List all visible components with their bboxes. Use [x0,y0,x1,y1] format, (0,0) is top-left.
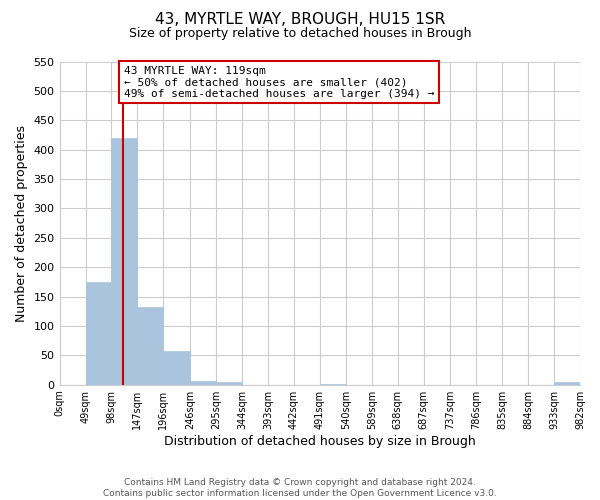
Bar [216,382,242,384]
Text: Size of property relative to detached houses in Brough: Size of property relative to detached ho… [129,28,471,40]
Y-axis label: Number of detached properties: Number of detached properties [15,124,28,322]
Text: 43, MYRTLE WAY, BROUGH, HU15 1SR: 43, MYRTLE WAY, BROUGH, HU15 1SR [155,12,445,28]
Bar [190,380,216,384]
Bar [163,351,190,384]
Text: Contains HM Land Registry data © Crown copyright and database right 2024.
Contai: Contains HM Land Registry data © Crown c… [103,478,497,498]
X-axis label: Distribution of detached houses by size in Brough: Distribution of detached houses by size … [164,434,476,448]
Text: 43 MYRTLE WAY: 119sqm
← 50% of detached houses are smaller (402)
49% of semi-det: 43 MYRTLE WAY: 119sqm ← 50% of detached … [124,66,434,99]
Bar [112,138,137,384]
Bar [554,382,580,384]
Bar [86,282,112,384]
Bar [137,306,163,384]
